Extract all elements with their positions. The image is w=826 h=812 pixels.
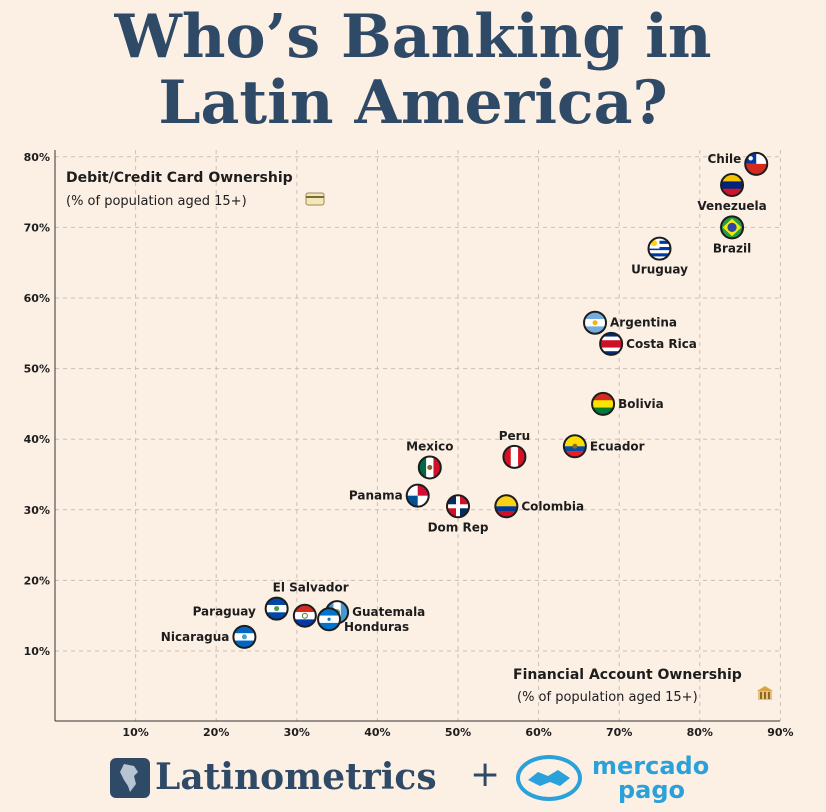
label-costa-rica: Costa Rica	[626, 337, 697, 351]
label-el-salvador: El Salvador	[273, 581, 349, 595]
flag-dom-rep-icon	[447, 495, 469, 518]
mercado-pago-logo-icon	[516, 755, 582, 801]
label-uruguay: Uruguay	[631, 263, 688, 277]
flag-honduras-icon	[318, 608, 341, 631]
flag-peru-icon	[503, 445, 526, 468]
flag-colombia-icon	[495, 495, 518, 518]
label-colombia: Colombia	[521, 499, 584, 513]
flag-brazil-icon	[721, 216, 744, 239]
flag-el-salvador-icon	[265, 597, 288, 620]
data-point-argentina: Argentina	[583, 310, 677, 335]
label-brazil: Brazil	[713, 241, 751, 255]
y-tick-label: 70%	[24, 221, 50, 234]
x-tick-label: 10%	[122, 726, 148, 739]
data-point-mexico: Mexico	[406, 439, 453, 480]
y-tick-label: 80%	[24, 151, 50, 164]
data-point-costa-rica: Costa Rica	[599, 331, 697, 356]
data-point-brazil: Brazil	[713, 215, 751, 255]
label-nicaragua: Nicaragua	[161, 630, 230, 644]
flag-costa-rica-icon	[600, 332, 623, 355]
y-axis-subtitle: (% of population aged 15+)	[66, 194, 247, 209]
data-points: Chile Venezuela Brazil Uruguay Argentina Cost…	[161, 151, 769, 649]
data-point-ecuador: Ecuador	[562, 434, 645, 459]
data-point-dom-rep: Dom Rep	[428, 494, 489, 534]
label-argentina: Argentina	[610, 316, 677, 330]
x-tick-label: 20%	[203, 726, 229, 739]
data-point-el-salvador: El Salvador	[264, 581, 349, 621]
x-tick-label: 60%	[525, 726, 551, 739]
flag-argentina-icon	[584, 311, 607, 334]
label-honduras: Honduras	[344, 620, 409, 634]
y-tick-label: 60%	[24, 292, 50, 305]
label-peru: Peru	[499, 429, 530, 443]
data-point-honduras: Honduras	[317, 607, 409, 634]
mercado-pago-text: mercado pago	[592, 754, 712, 802]
y-axis-title: Debit/Credit Card Ownership	[66, 170, 293, 186]
flag-paraguay-icon	[293, 604, 316, 627]
flag-chile-icon	[745, 152, 768, 175]
latinometrics-logo-icon	[110, 758, 150, 798]
mercado-pago-line-1: mercado	[592, 752, 710, 780]
data-point-venezuela: Venezuela	[697, 173, 767, 213]
flag-uruguay-icon	[648, 237, 671, 260]
data-point-nicaragua: Nicaragua	[161, 624, 257, 649]
latinometrics-brand: Latinometrics	[155, 756, 437, 798]
x-axis-title: Financial Account Ownership	[513, 667, 742, 683]
flag-venezuela-icon	[721, 174, 744, 197]
flag-ecuador-icon	[563, 435, 586, 458]
title-line-1: Who’s Banking in	[114, 2, 712, 72]
x-tick-label: 70%	[606, 726, 632, 739]
flag-bolivia-icon	[592, 392, 615, 415]
data-point-chile: Chile	[708, 151, 769, 176]
y-tick-label: 30%	[24, 504, 50, 517]
credit-card-icon	[305, 192, 325, 206]
data-point-panama: Panama	[349, 483, 430, 508]
x-tick-label: 90%	[767, 726, 793, 739]
x-tick-label: 80%	[687, 726, 713, 739]
label-dom-rep: Dom Rep	[428, 520, 489, 534]
label-bolivia: Bolivia	[618, 397, 664, 411]
flag-panama-icon	[406, 484, 429, 507]
x-axis-subtitle: (% of population aged 15+)	[517, 690, 698, 705]
axes	[54, 150, 780, 722]
title-line-2: Latin America?	[158, 68, 668, 138]
y-tick-label: 40%	[24, 433, 50, 446]
plus-sign: +	[470, 754, 501, 795]
x-tick-labels: 10% 20% 30% 40% 50% 60% 70% 80% 90%	[122, 726, 793, 739]
y-tick-labels: 10% 20% 30% 40% 50% 60% 70% 80%	[24, 151, 50, 658]
label-ecuador: Ecuador	[590, 439, 645, 453]
label-chile: Chile	[708, 152, 742, 166]
label-mexico: Mexico	[406, 439, 453, 453]
x-tick-label: 50%	[445, 726, 471, 739]
chart-title: Who’s Banking in Latin America?	[0, 4, 826, 136]
flag-nicaragua-icon	[233, 625, 256, 648]
flag-mexico-icon	[418, 456, 441, 479]
label-panama: Panama	[349, 489, 403, 503]
data-point-paraguay: Paraguay	[193, 603, 317, 628]
map-icon	[120, 764, 138, 792]
bank-icon	[757, 686, 773, 700]
y-tick-label: 20%	[24, 574, 50, 587]
x-tick-label: 30%	[284, 726, 310, 739]
data-point-peru: Peru	[499, 429, 530, 469]
label-guatemala: Guatemala	[352, 605, 425, 619]
grid-lines	[55, 150, 781, 721]
mercado-pago-line-2: pago	[618, 776, 686, 804]
x-tick-label: 40%	[364, 726, 390, 739]
y-tick-label: 10%	[24, 645, 50, 658]
footer: Latinometrics + mercado pago	[0, 750, 826, 810]
data-point-colombia: Colombia	[494, 494, 584, 519]
data-point-bolivia: Bolivia	[591, 391, 664, 416]
y-tick-label: 50%	[24, 363, 50, 376]
data-point-uruguay: Uruguay	[631, 236, 688, 277]
label-venezuela: Venezuela	[697, 199, 766, 213]
label-paraguay: Paraguay	[193, 605, 256, 619]
